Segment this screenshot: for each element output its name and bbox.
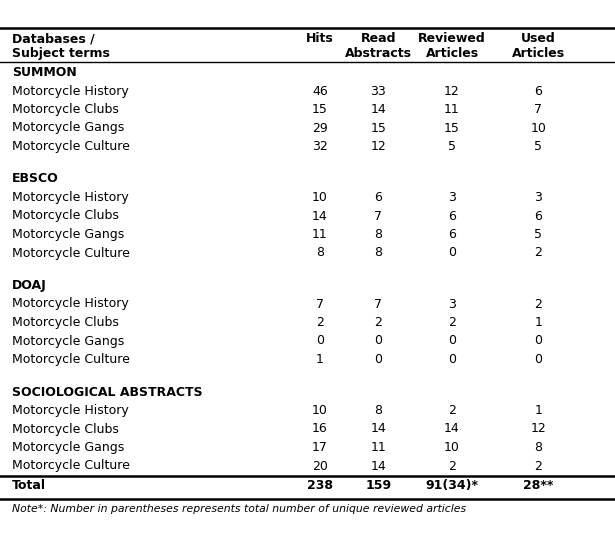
Text: Motorcycle History: Motorcycle History	[12, 191, 129, 204]
Text: 2: 2	[448, 460, 456, 472]
Text: 1: 1	[534, 316, 542, 329]
Text: EBSCO: EBSCO	[12, 173, 59, 185]
Text: 7: 7	[534, 103, 542, 116]
Text: 11: 11	[444, 103, 460, 116]
Text: DOAJ: DOAJ	[12, 279, 47, 292]
Text: 46: 46	[312, 85, 328, 97]
Text: 6: 6	[448, 228, 456, 241]
Text: Motorcycle Clubs: Motorcycle Clubs	[12, 103, 119, 116]
Text: 0: 0	[534, 335, 542, 347]
Text: SOCIOLOGICAL ABSTRACTS: SOCIOLOGICAL ABSTRACTS	[12, 385, 203, 399]
Text: Reviewed
Articles: Reviewed Articles	[418, 32, 486, 60]
Text: Motorcycle Culture: Motorcycle Culture	[12, 353, 130, 366]
Text: Motorcycle Clubs: Motorcycle Clubs	[12, 316, 119, 329]
Text: 20: 20	[312, 460, 328, 472]
Text: Motorcycle Gangs: Motorcycle Gangs	[12, 441, 125, 454]
Text: 14: 14	[370, 460, 386, 472]
Text: 0: 0	[374, 353, 383, 366]
Text: 32: 32	[312, 140, 328, 153]
Text: 8: 8	[534, 441, 542, 454]
Text: 2: 2	[375, 316, 382, 329]
Text: 12: 12	[444, 85, 460, 97]
Text: 17: 17	[312, 441, 328, 454]
Text: Used
Articles: Used Articles	[512, 32, 565, 60]
Text: Total: Total	[12, 479, 46, 492]
Text: 2: 2	[534, 460, 542, 472]
Text: 3: 3	[448, 191, 456, 204]
Text: 91(34)*: 91(34)*	[426, 479, 478, 492]
Text: Motorcycle History: Motorcycle History	[12, 404, 129, 417]
Text: 7: 7	[374, 298, 383, 310]
Text: 8: 8	[374, 228, 383, 241]
Text: Motorcycle Clubs: Motorcycle Clubs	[12, 210, 119, 222]
Text: Motorcycle Gangs: Motorcycle Gangs	[12, 122, 125, 134]
Text: 6: 6	[448, 210, 456, 222]
Text: 3: 3	[448, 298, 456, 310]
Text: Motorcycle Culture: Motorcycle Culture	[12, 140, 130, 153]
Text: 2: 2	[448, 316, 456, 329]
Text: Motorcycle Gangs: Motorcycle Gangs	[12, 335, 125, 347]
Text: Hits: Hits	[306, 32, 334, 45]
Text: 0: 0	[315, 335, 324, 347]
Text: 2: 2	[534, 247, 542, 259]
Text: 7: 7	[315, 298, 324, 310]
Text: 5: 5	[448, 140, 456, 153]
Text: 1: 1	[534, 404, 542, 417]
Text: Motorcycle History: Motorcycle History	[12, 85, 129, 97]
Text: 15: 15	[370, 122, 386, 134]
Text: 7: 7	[374, 210, 383, 222]
Text: 14: 14	[444, 422, 460, 436]
Text: 10: 10	[444, 441, 460, 454]
Text: 11: 11	[312, 228, 328, 241]
Text: 2: 2	[316, 316, 323, 329]
Text: 16: 16	[312, 422, 328, 436]
Text: 5: 5	[534, 140, 542, 153]
Text: Read
Abstracts: Read Abstracts	[345, 32, 411, 60]
Text: 0: 0	[448, 247, 456, 259]
Text: 28**: 28**	[523, 479, 554, 492]
Text: 10: 10	[312, 404, 328, 417]
Text: 1: 1	[316, 353, 323, 366]
Text: 5: 5	[534, 228, 542, 241]
Text: Note*: Number in parentheses represents total number of unique reviewed articles: Note*: Number in parentheses represents …	[12, 503, 466, 514]
Text: 6: 6	[534, 210, 542, 222]
Text: 15: 15	[312, 103, 328, 116]
Text: 12: 12	[530, 422, 546, 436]
Text: 0: 0	[448, 353, 456, 366]
Text: Motorcycle History: Motorcycle History	[12, 298, 129, 310]
Text: Motorcycle Clubs: Motorcycle Clubs	[12, 422, 119, 436]
Text: Motorcycle Culture: Motorcycle Culture	[12, 460, 130, 472]
Text: 8: 8	[374, 404, 383, 417]
Text: 2: 2	[534, 298, 542, 310]
Text: 8: 8	[374, 247, 383, 259]
Text: Motorcycle Culture: Motorcycle Culture	[12, 247, 130, 259]
Text: 11: 11	[370, 441, 386, 454]
Text: 0: 0	[374, 335, 383, 347]
Text: 2: 2	[448, 404, 456, 417]
Text: 14: 14	[370, 422, 386, 436]
Text: 6: 6	[534, 85, 542, 97]
Text: Motorcycle Gangs: Motorcycle Gangs	[12, 228, 125, 241]
Text: 6: 6	[375, 191, 382, 204]
Text: 159: 159	[365, 479, 391, 492]
Text: 3: 3	[534, 191, 542, 204]
Text: 0: 0	[534, 353, 542, 366]
Text: SUMMON: SUMMON	[12, 66, 77, 79]
Text: 8: 8	[315, 247, 324, 259]
Text: 10: 10	[312, 191, 328, 204]
Text: 0: 0	[448, 335, 456, 347]
Text: 14: 14	[370, 103, 386, 116]
Text: 29: 29	[312, 122, 328, 134]
Text: Databases /
Subject terms: Databases / Subject terms	[12, 32, 110, 60]
Text: 15: 15	[444, 122, 460, 134]
Text: 238: 238	[307, 479, 333, 492]
Text: 14: 14	[312, 210, 328, 222]
Text: 10: 10	[530, 122, 546, 134]
Text: 12: 12	[370, 140, 386, 153]
Text: 33: 33	[370, 85, 386, 97]
